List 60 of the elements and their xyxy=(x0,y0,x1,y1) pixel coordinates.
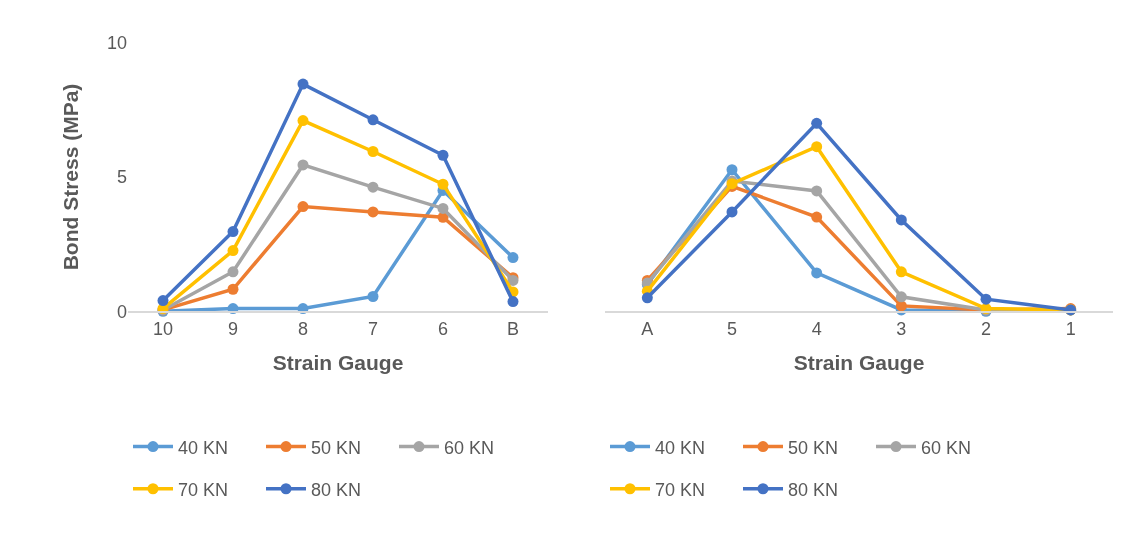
point xyxy=(811,117,823,129)
x-tick-label: 4 xyxy=(811,318,822,339)
point xyxy=(367,291,379,302)
x-tick-label: A xyxy=(641,318,654,339)
point xyxy=(367,145,379,157)
point xyxy=(895,291,907,303)
point xyxy=(157,295,169,307)
point xyxy=(297,159,309,171)
point xyxy=(811,141,823,153)
point xyxy=(726,206,738,218)
legend-label: 70 KN xyxy=(178,479,229,500)
legend-label: 40 KN xyxy=(655,437,706,458)
point xyxy=(641,292,653,304)
x-tick-label: 8 xyxy=(297,318,309,339)
point xyxy=(367,114,379,126)
y-axis-title: Bond Stress (MPa) xyxy=(59,83,83,271)
point xyxy=(811,267,823,279)
point xyxy=(726,164,738,176)
legend-label: 40 KN xyxy=(178,437,229,458)
legend-label: 50 KN xyxy=(788,437,839,458)
point xyxy=(895,300,907,312)
legend-label: 70 KN xyxy=(655,479,706,500)
x-tick-label: 7 xyxy=(367,318,379,339)
point xyxy=(227,245,239,257)
legend-label: 80 KN xyxy=(788,479,839,500)
point xyxy=(367,181,379,193)
point xyxy=(297,115,309,127)
point xyxy=(297,201,309,213)
x-tick-label: 6 xyxy=(437,318,449,339)
x-tick-label: B xyxy=(506,318,520,339)
point xyxy=(507,296,519,308)
point xyxy=(811,211,823,223)
point xyxy=(227,226,239,238)
x-axis-title: Strain Gauge xyxy=(793,351,925,375)
legend-label: 60 KN xyxy=(444,437,495,458)
x-tick-label: 3 xyxy=(896,318,907,339)
point xyxy=(437,149,449,161)
y-tick-label: 0 xyxy=(116,301,127,322)
legend-label: 60 KN xyxy=(921,437,972,458)
x-tick-label: 1 xyxy=(1065,318,1076,339)
x-axis-title: Strain Gauge xyxy=(272,351,404,375)
legend-label: 50 KN xyxy=(311,437,362,458)
point xyxy=(437,202,449,214)
point xyxy=(507,252,519,264)
y-tick-label: 10 xyxy=(106,33,127,54)
y-tick-label: 5 xyxy=(116,167,127,188)
point xyxy=(297,78,309,90)
x-tick-label: 2 xyxy=(980,318,992,339)
point xyxy=(980,293,992,305)
x-tick-label: 10 xyxy=(152,318,174,339)
point xyxy=(895,214,907,226)
point xyxy=(895,266,907,278)
point xyxy=(227,266,239,278)
x-tick-label: 5 xyxy=(726,318,738,339)
point xyxy=(227,283,239,295)
point xyxy=(811,185,823,197)
legend-label: 80 KN xyxy=(311,479,362,500)
point xyxy=(367,206,379,218)
point xyxy=(437,178,449,190)
x-tick-label: 9 xyxy=(227,318,239,339)
